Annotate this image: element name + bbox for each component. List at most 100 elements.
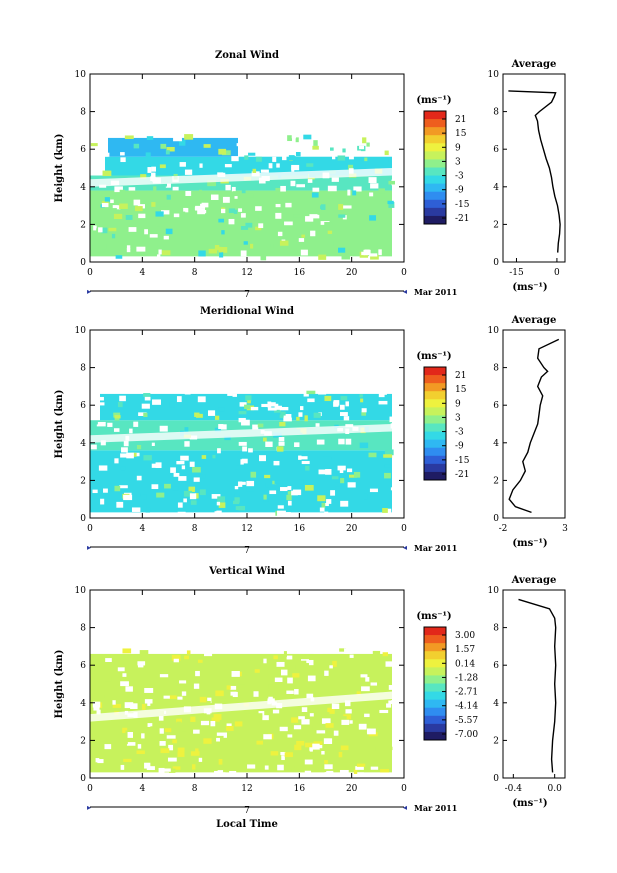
- colorbar-frame: [423, 110, 447, 225]
- x-tick-label: 12: [241, 524, 252, 534]
- heatmap-cell: [166, 146, 175, 152]
- heatmap-cell: [263, 437, 267, 442]
- heatmap-cell: [311, 192, 319, 198]
- average-frame: [502, 73, 566, 263]
- heatmap-cell: [284, 752, 293, 758]
- colorbar-tick-label: 3: [455, 157, 461, 167]
- x-tick-label: 4: [139, 784, 145, 794]
- heatmap-cell: [379, 391, 387, 395]
- heatmap-cell: [349, 151, 357, 157]
- heatmap-cell: [238, 671, 242, 677]
- heatmap-cell: [136, 493, 141, 497]
- date-line-start: ▸: [87, 543, 91, 552]
- y-tick-label: 4: [80, 439, 86, 449]
- colorbar-tick-label: -5.57: [455, 716, 478, 726]
- heatmap-cell: [136, 475, 142, 481]
- heatmap-cell: [280, 411, 286, 416]
- y-tick-label: 2: [80, 476, 86, 486]
- heatmap-cell: [198, 757, 203, 762]
- heatmap-cell: [279, 726, 288, 732]
- heatmap-cell: [299, 406, 304, 411]
- x-tick-label: 8: [192, 524, 198, 534]
- avg-x-tick-label: 0.0: [548, 784, 563, 794]
- heatmap-cell: [385, 661, 394, 667]
- heatmap-cell: [387, 200, 394, 205]
- heatmap-cell: [358, 723, 367, 730]
- heatmap-cell: [129, 428, 133, 434]
- heatmap-cell: [277, 764, 284, 771]
- heatmap-cell: [224, 164, 232, 168]
- heatmap-cell: [344, 700, 351, 707]
- heatmap-cell: [361, 686, 370, 692]
- colorbar-swatch: [424, 707, 446, 717]
- heatmap-cell: [294, 442, 300, 448]
- heatmap-cell: [181, 465, 186, 470]
- heatmap-cell: [340, 745, 349, 751]
- heatmap-cell: [304, 759, 313, 765]
- heatmap-cell: [341, 719, 350, 725]
- heatmap-cell: [313, 650, 323, 654]
- heatmap-cell: [245, 193, 254, 198]
- avg-y-tick-label: 0: [493, 258, 499, 268]
- heatmap-cell: [126, 742, 136, 746]
- heatmap-cell: [159, 728, 164, 734]
- heatmap-cell: [286, 655, 293, 660]
- heatmap-cell: [238, 481, 243, 487]
- heatmap-cell: [172, 186, 179, 191]
- heatmap-cell: [329, 665, 333, 669]
- heatmap-cell: [168, 744, 174, 751]
- heatmap-cell: [112, 700, 116, 705]
- heatmap-cell: [287, 135, 292, 142]
- heatmap-cell: [339, 404, 345, 410]
- heatmap-cell: [275, 203, 281, 208]
- heatmap-cell: [177, 751, 185, 757]
- heatmap-cell: [98, 152, 103, 158]
- heatmap-cell: [315, 423, 320, 427]
- heatmap-cell: [127, 732, 133, 738]
- heatmap-cell: [337, 465, 346, 471]
- heatmap-cell: [114, 416, 120, 421]
- heatmap-cell: [330, 490, 336, 496]
- colorbar-tick-label: -1.28: [455, 673, 478, 683]
- heatmap-cell: [138, 213, 146, 219]
- heatmap-cell: [360, 674, 368, 678]
- heatmap-cell: [272, 156, 277, 162]
- heatmap-cell: [221, 230, 225, 235]
- heatmap-cell: [369, 253, 378, 257]
- colorbar-tick-label: 15: [455, 129, 467, 139]
- heatmap-cell: [168, 768, 176, 773]
- heatmap-cell: [101, 152, 110, 157]
- heatmap-cell: [217, 448, 221, 454]
- heatmap-cell: [298, 456, 308, 460]
- x-tick-label: 0: [401, 524, 407, 534]
- heatmap-cell: [190, 751, 200, 756]
- heatmap-cell: [198, 250, 206, 257]
- x-tick-label: 0: [87, 524, 93, 534]
- heatmap-cell: [179, 680, 187, 684]
- avg-y-tick-label: 6: [493, 661, 499, 671]
- heatmap-cell: [158, 715, 164, 721]
- heatmap-cell: [272, 709, 280, 714]
- heatmap-cell: [104, 676, 112, 682]
- heatmap-cell: [120, 453, 129, 458]
- heatmap-cell: [211, 494, 221, 499]
- heatmap-cell: [156, 492, 165, 498]
- heatmap-cell: [378, 249, 382, 256]
- heatmap-cell: [299, 660, 307, 665]
- heatmap-cell: [293, 214, 302, 218]
- heatmap-cell: [146, 136, 154, 140]
- heatmap-cell: [300, 249, 308, 256]
- heatmap-cell: [267, 407, 277, 411]
- heatmap-cell: [298, 716, 305, 720]
- heatmap-cell: [226, 725, 234, 731]
- avg-y-tick-label: 4: [493, 699, 499, 709]
- colorbar-swatch: [424, 675, 446, 684]
- heatmap-cell: [238, 208, 243, 212]
- colorbar-swatch: [424, 183, 446, 193]
- x-tick-label: 0: [87, 784, 93, 794]
- colorbar-unit: (ms⁻¹): [416, 351, 451, 362]
- date-label: 7: [244, 290, 250, 300]
- heatmap-cell: [250, 406, 259, 411]
- colorbar-swatch: [424, 471, 446, 481]
- heatmap-cell: [93, 225, 97, 231]
